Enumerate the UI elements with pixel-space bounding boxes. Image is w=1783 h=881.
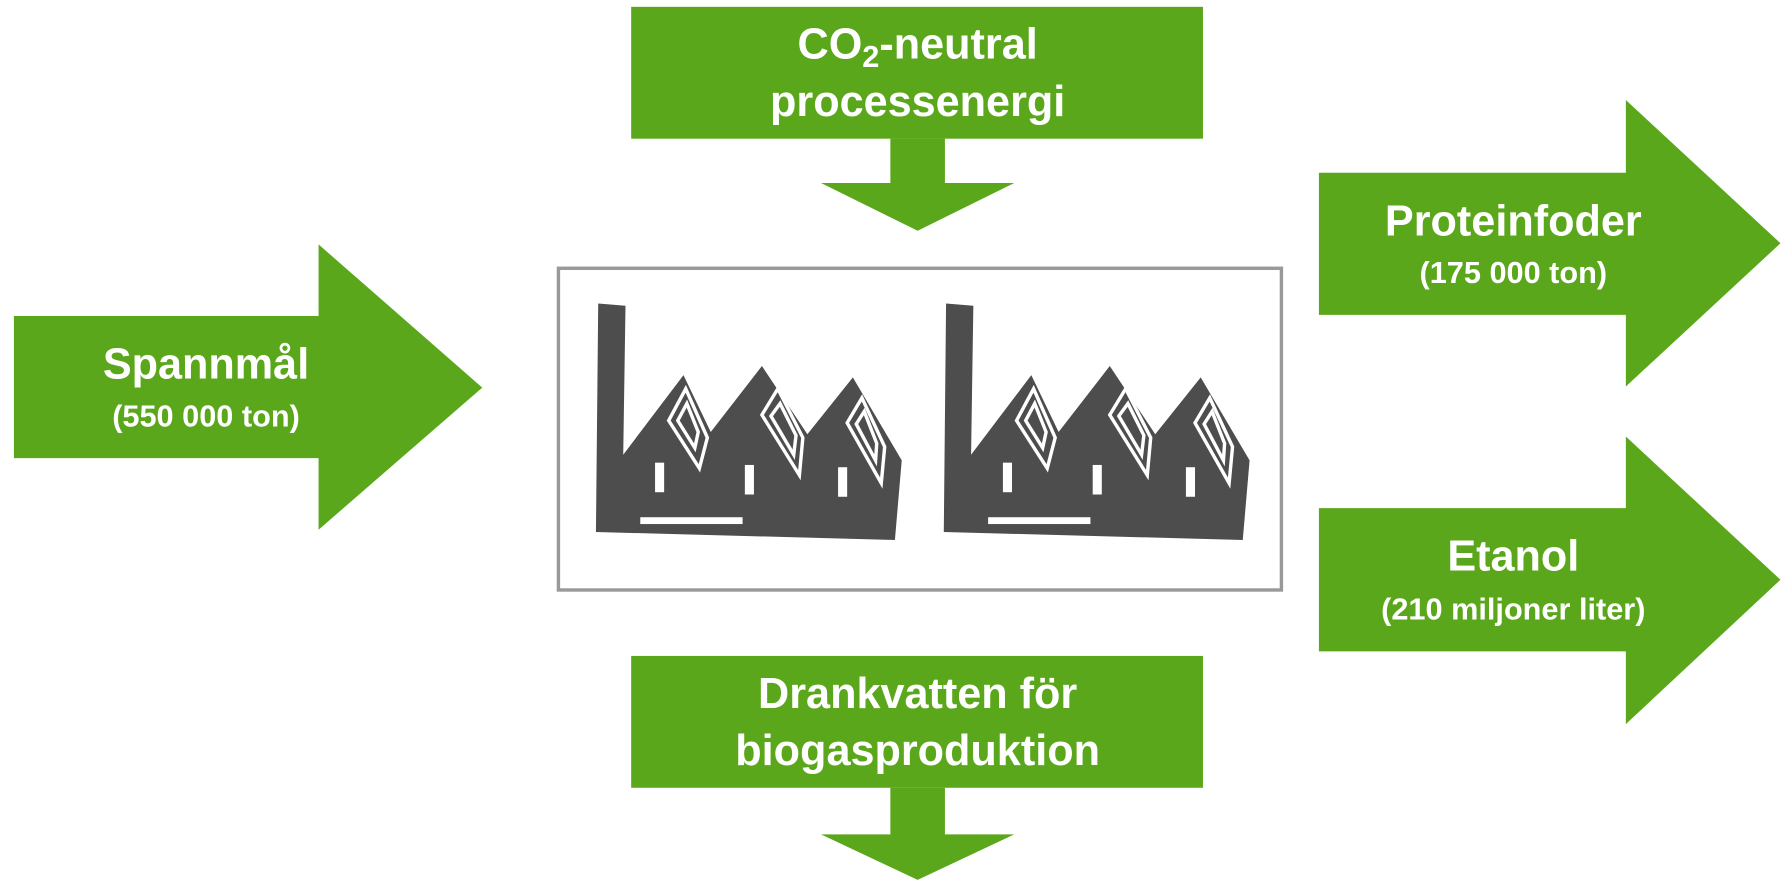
output-arrow	[1318, 436, 1781, 725]
factory-shape	[595, 303, 902, 540]
energy-subscript: 2	[862, 39, 879, 74]
output-detail: (175 000 ton)	[1420, 255, 1608, 290]
energy-prefix: CO	[798, 21, 863, 69]
byproduct-arrow	[821, 787, 1015, 880]
output-title: Proteinfoder	[1385, 197, 1642, 245]
factory-doors	[640, 462, 848, 525]
energy-line2: processenergi	[770, 78, 1065, 126]
byproduct-line1: Drankvatten för	[758, 670, 1077, 718]
energy-box	[631, 6, 1203, 139]
byproduct-box	[631, 655, 1203, 788]
output-detail: (210 miljoner liter)	[1381, 592, 1645, 627]
input-arrow	[13, 244, 483, 530]
factory-icon	[595, 303, 902, 540]
factory-windows	[666, 384, 887, 489]
input-title: Spannmål	[103, 341, 309, 389]
energy-line1: CO2-neutral	[798, 21, 1038, 74]
byproduct-line2: biogasproduktion	[735, 727, 1100, 775]
energy-suffix: -neutral	[879, 21, 1037, 69]
energy-arrow	[821, 138, 1015, 231]
input-detail: (550 000 ton)	[112, 398, 300, 433]
output-title: Etanol	[1447, 533, 1579, 581]
